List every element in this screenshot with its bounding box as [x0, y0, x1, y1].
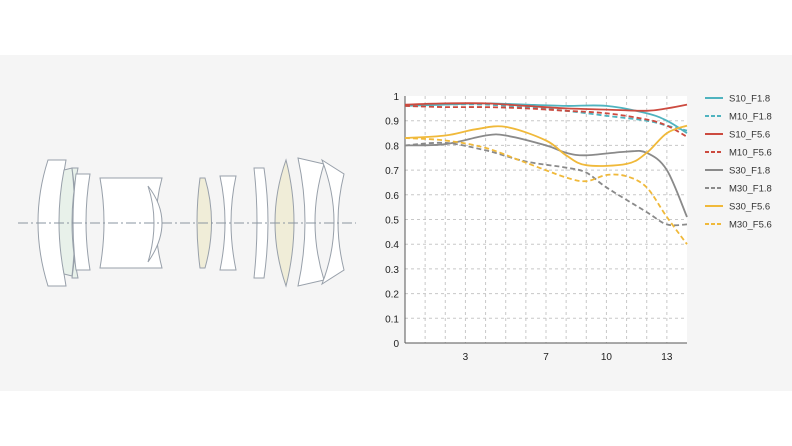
y-tick-label: 0.9 [385, 117, 399, 128]
y-tick-label: 0.1 [385, 314, 399, 325]
y-tick-label: 0.8 [385, 141, 399, 152]
legend-label: M30_F1.8 [729, 184, 772, 195]
legend-label: S30_F1.8 [729, 166, 770, 177]
chart-grid [405, 96, 687, 343]
lens-element-12 [320, 158, 345, 286]
y-tick-label: 0.2 [385, 290, 399, 301]
y-tick-label: 0.7 [385, 166, 399, 177]
mtf-chart: 00.10.20.30.40.50.60.70.80.913 7 10 13 S10_… [385, 92, 772, 363]
legend-label: S30_F5.6 [729, 202, 770, 213]
series-line-m30-f1-8 [404, 141, 688, 227]
x-tick-label: 3 [463, 352, 469, 363]
series-line-s30-f1-8 [404, 133, 688, 218]
legend-label: M10_F1.8 [729, 112, 772, 123]
legend-label: M30_F5.6 [729, 220, 772, 231]
y-tick-label: 0.4 [385, 240, 399, 251]
chart-series [404, 102, 688, 245]
y-tick-label: 0.5 [385, 216, 399, 227]
legend-label: M10_F5.6 [729, 148, 772, 159]
series-line-s10-f5-6 [404, 102, 688, 112]
legend-label: S10_F5.6 [729, 130, 770, 141]
x-tick-label: 13 [661, 352, 673, 363]
lens-construction-diagram [18, 157, 356, 288]
series-line-s30-f5-6 [404, 124, 688, 167]
lens-element-6 [147, 185, 163, 263]
y-tick-label: 0.3 [385, 265, 399, 276]
legend-label: S10_F1.8 [729, 94, 770, 105]
series-line-m30-f5-6 [404, 137, 688, 245]
series-line-m10-f5-6 [404, 105, 688, 138]
x-tick-label: 7 [543, 352, 549, 363]
lens-element-11 [297, 157, 325, 287]
lens-element-8 [219, 175, 237, 271]
y-tick-label: 0.6 [385, 191, 399, 202]
y-tick-label: 0 [393, 339, 399, 350]
chart-legend: S10_F1.8 M10_F1.8 S10_F5.6 M10_F5.6 S30_F1.8… [705, 94, 772, 231]
y-tick-label: 1 [393, 92, 399, 103]
x-tick-label: 10 [601, 352, 613, 363]
lens-element-4 [72, 173, 91, 271]
chart-axes: 00.10.20.30.40.50.60.70.80.913 7 10 13 [385, 92, 687, 363]
